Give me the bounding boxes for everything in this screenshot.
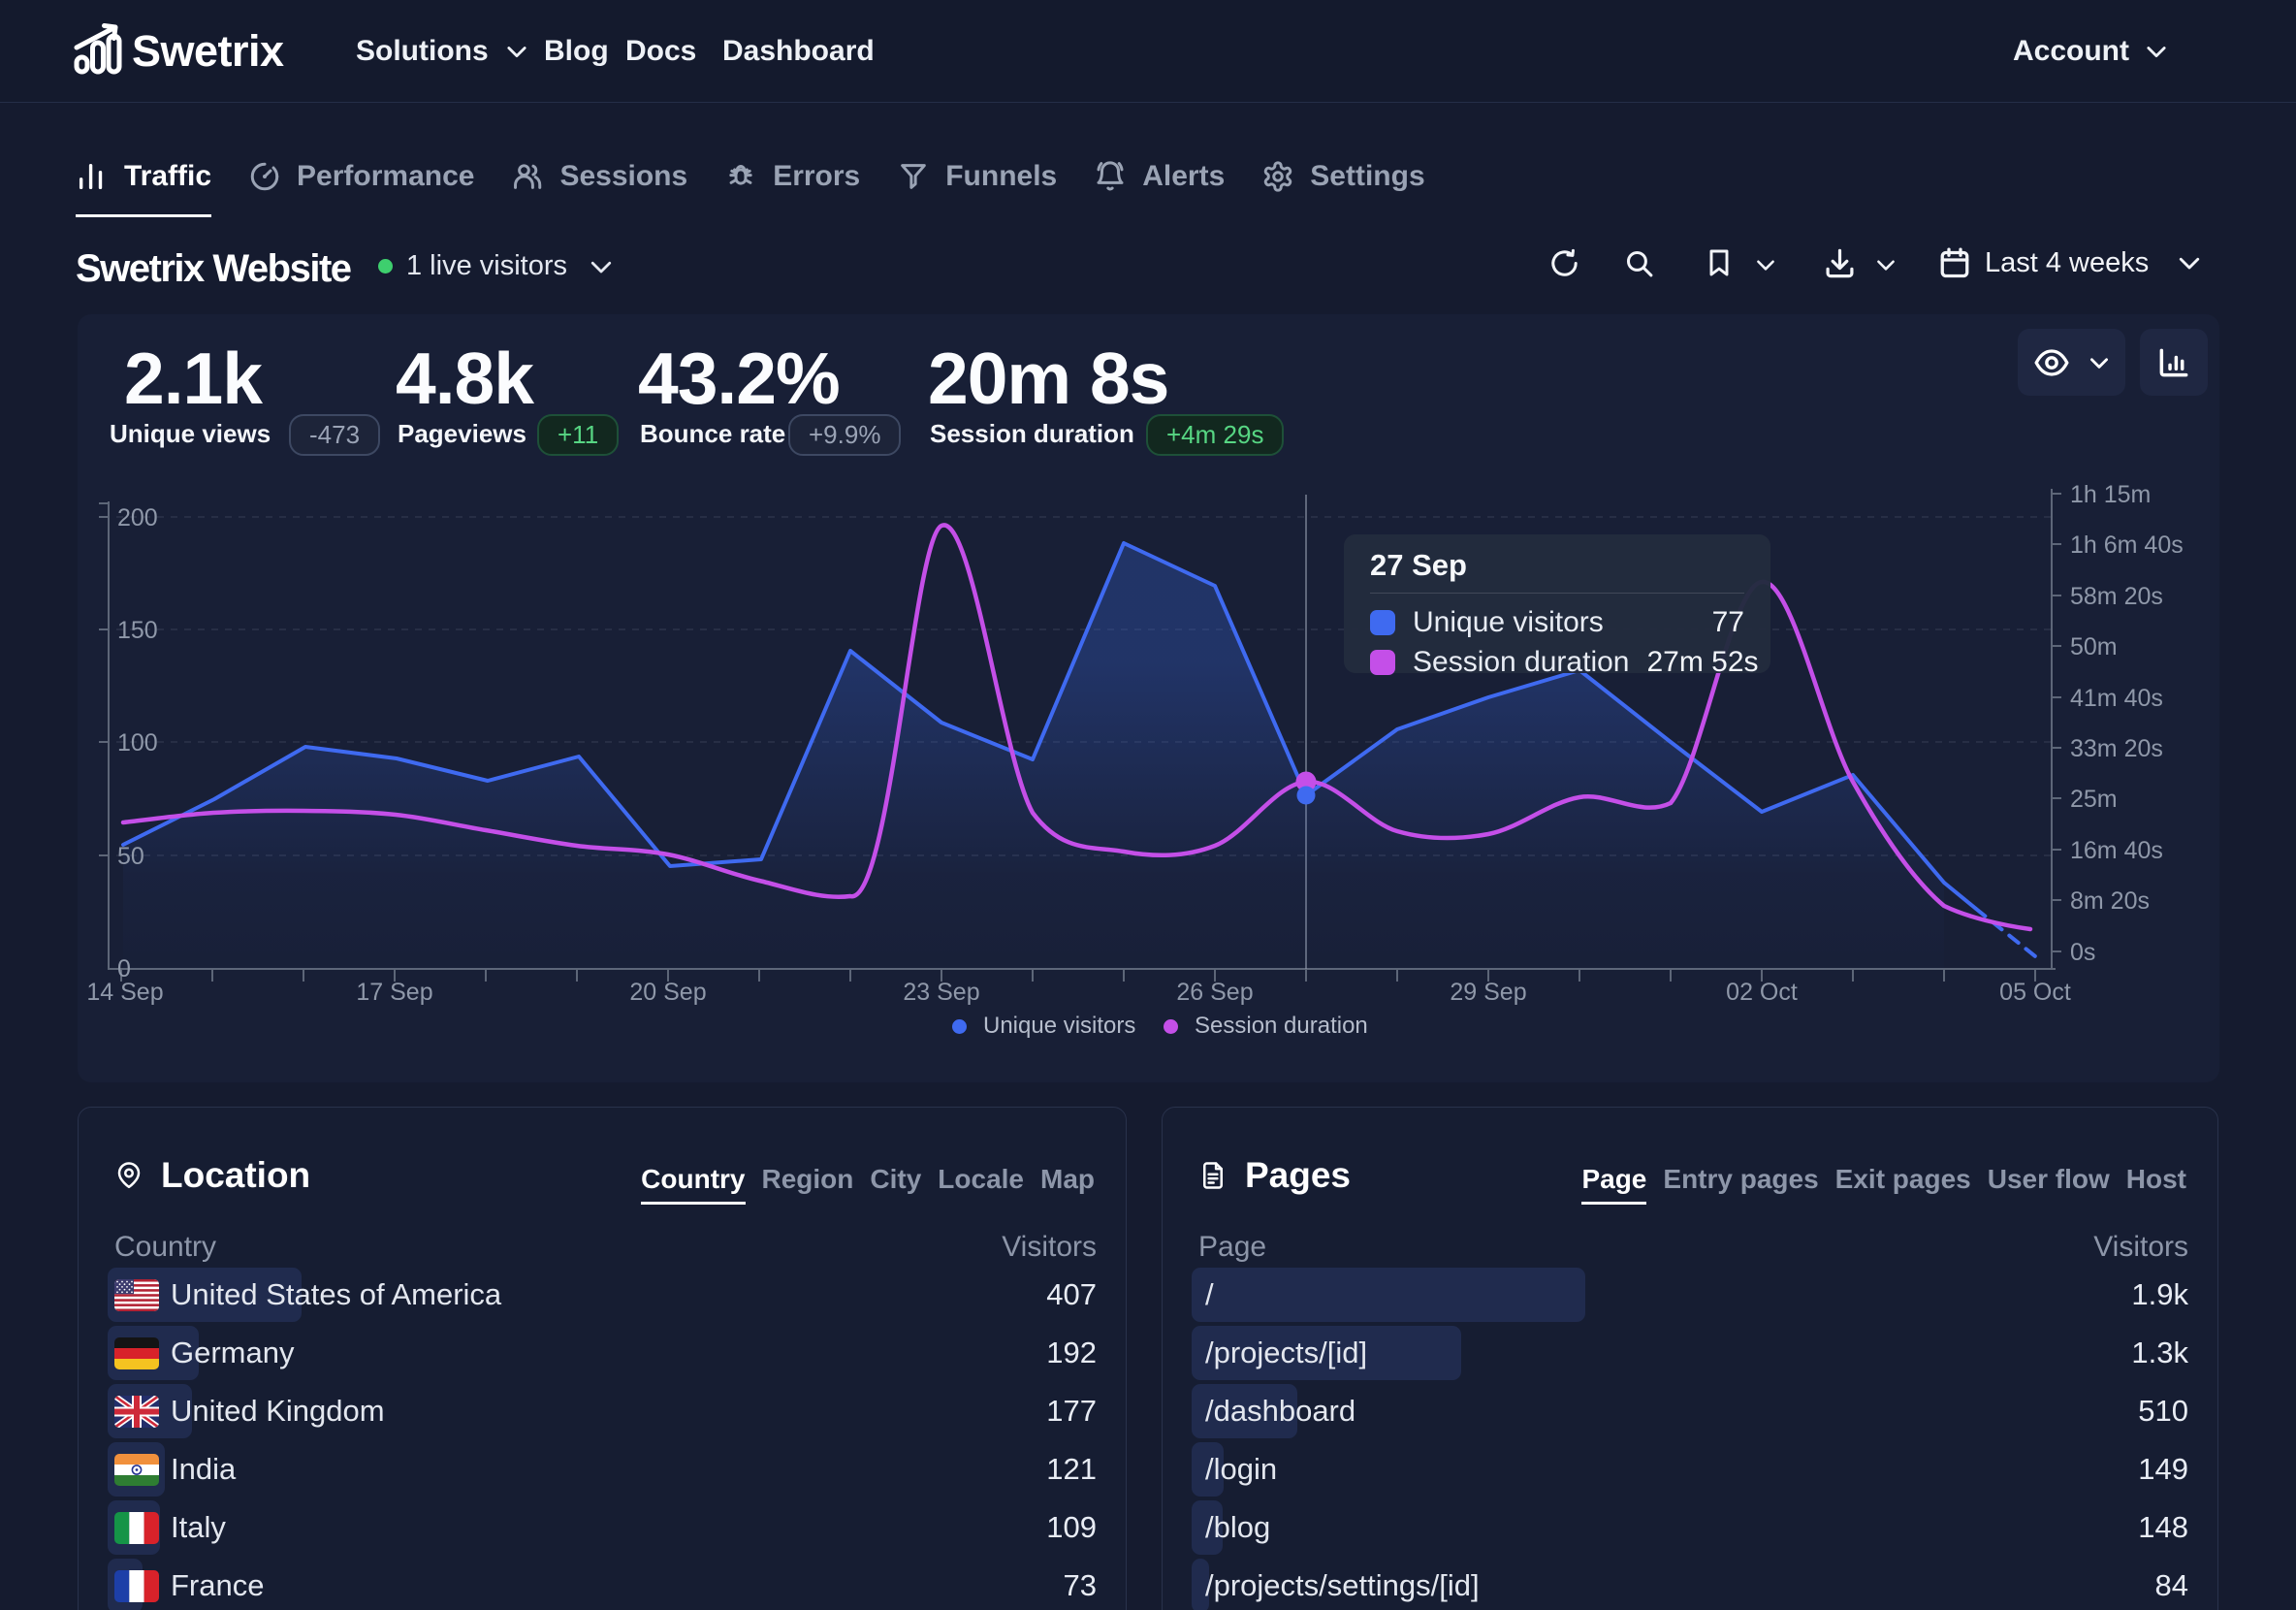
svg-text:0s: 0s xyxy=(2070,939,2095,966)
svg-text:1h 6m 40s: 1h 6m 40s xyxy=(2070,531,2184,559)
svg-text:0: 0 xyxy=(117,955,131,982)
svg-text:14 Sep: 14 Sep xyxy=(86,979,163,1006)
svg-text:26 Sep: 26 Sep xyxy=(1176,979,1253,1006)
svg-text:05 Oct: 05 Oct xyxy=(1999,979,2071,1006)
svg-text:58m 20s: 58m 20s xyxy=(2070,583,2163,610)
svg-text:25m: 25m xyxy=(2070,786,2118,813)
svg-text:17 Sep: 17 Sep xyxy=(356,979,432,1006)
svg-text:150: 150 xyxy=(117,617,158,644)
svg-text:100: 100 xyxy=(117,729,158,757)
svg-text:50m: 50m xyxy=(2070,633,2118,660)
svg-text:33m 20s: 33m 20s xyxy=(2070,735,2163,762)
svg-text:29 Sep: 29 Sep xyxy=(1450,979,1526,1006)
svg-text:02 Oct: 02 Oct xyxy=(1726,979,1798,1006)
svg-text:1h 15m: 1h 15m xyxy=(2070,481,2151,508)
svg-text:23 Sep: 23 Sep xyxy=(903,979,979,1006)
svg-text:200: 200 xyxy=(117,504,158,531)
svg-text:8m 20s: 8m 20s xyxy=(2070,887,2150,915)
svg-text:50: 50 xyxy=(117,843,144,870)
svg-text:41m 40s: 41m 40s xyxy=(2070,685,2163,712)
svg-text:16m 40s: 16m 40s xyxy=(2070,837,2163,864)
svg-text:20 Sep: 20 Sep xyxy=(629,979,706,1006)
